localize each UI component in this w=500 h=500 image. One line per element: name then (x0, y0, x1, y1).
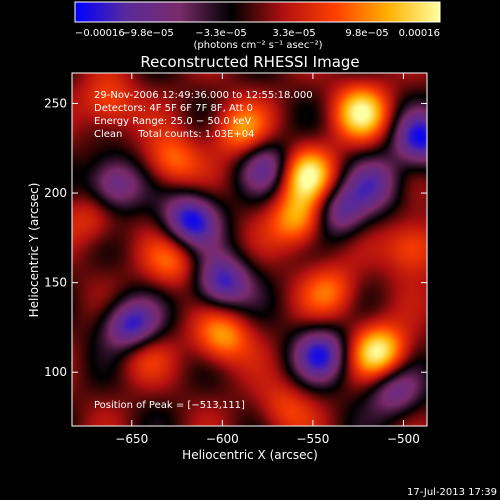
annotations: 29-Nov-2006 12:49:36.000 to 12:55:18.000… (94, 90, 313, 411)
plot-area (72, 73, 427, 426)
x-axis-label: Heliocentric X (arcsec) (182, 448, 318, 462)
colorbar: −0.00016−9.8e−05 −3.3e−05 3.3e−05 9.8e−05 0.… (74, 1, 441, 51)
colorbar-tick-label: 9.8e−05 (345, 28, 388, 39)
annotation-clean: Clean Total counts: 1.03E+04 (94, 129, 254, 140)
x-axis: −650 −600 −550 −500 (115, 73, 420, 446)
colorbar-ticks: −0.00016−9.8e−05 −3.3e−05 3.3e−05 9.8e−05 0.… (75, 28, 440, 39)
colorbar-tick-label: −0.00016 (75, 28, 125, 39)
y-axis-label: Heliocentric Y (arcsec) (27, 183, 41, 318)
annotation-time: 29-Nov-2006 12:49:36.000 to 12:55:18.000 (94, 90, 313, 101)
peak-position-label: Position of Peak = [−513,111] (94, 400, 245, 411)
colorbar-tick-label: 0.00016 (399, 28, 440, 39)
x-tick-label: −600 (206, 432, 239, 446)
y-tick-label: 100 (44, 365, 67, 379)
colorbar-bar (74, 1, 441, 23)
colorbar-tick-label: −3.3e−05 (195, 28, 247, 39)
x-tick-label: −550 (296, 432, 329, 446)
colorbar-tick-label: −9.8e−05 (122, 28, 174, 39)
plot-frame (71, 72, 428, 427)
colorbar-tick-label: 3.3e−05 (272, 28, 315, 39)
y-tick-label: 150 (44, 276, 67, 290)
annotation-energy: Energy Range: 25.0 − 50.0 keV (94, 116, 251, 127)
colorbar-unit: (photons cm⁻² s⁻¹ asec⁻²) (193, 40, 322, 51)
y-tick-label: 200 (44, 186, 67, 200)
chart-title: Reconstructed RHESSI Image (140, 53, 359, 71)
heatmap-image (72, 73, 427, 426)
x-tick-label: −500 (387, 432, 420, 446)
y-tick-label: 250 (44, 96, 67, 110)
x-tick-label: −650 (115, 432, 148, 446)
annotation-detectors: Detectors: 4F 5F 6F 7F 8F, Att 0 (94, 103, 253, 114)
footer-timestamp: 17-Jul-2013 17:39 (407, 487, 497, 498)
y-axis: 100 150 200 250 (44, 96, 427, 379)
